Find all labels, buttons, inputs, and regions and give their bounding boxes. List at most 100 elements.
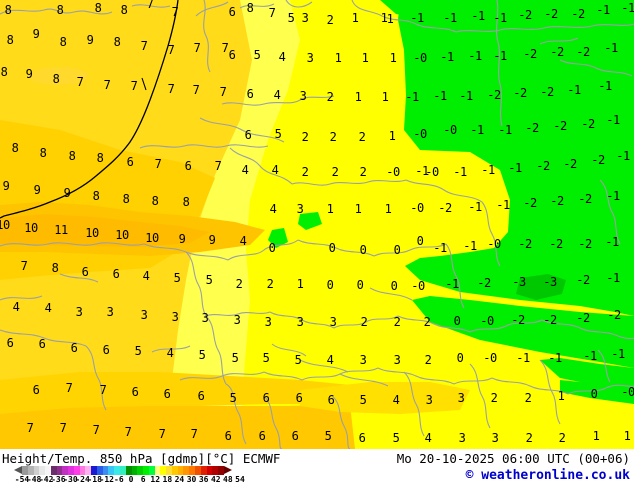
color-swatch (22, 466, 28, 475)
temperature-value: -1 (493, 11, 507, 25)
color-scale-tick: 36 (198, 475, 209, 484)
temperature-value: -2 (581, 117, 595, 131)
color-swatch (50, 466, 57, 475)
color-swatch (85, 466, 92, 475)
temperature-value: 2 (331, 165, 339, 179)
temperature-value: 2 (266, 277, 274, 291)
temperature-value: 1 (354, 90, 362, 104)
temperature-value: 8 (96, 151, 104, 165)
temperature-value: -1 (463, 239, 477, 253)
temperature-value: 11 (54, 223, 68, 237)
temperature-value: 6 (228, 48, 236, 62)
temperature-value: 6 (184, 159, 192, 173)
temperature-value: 6 (126, 155, 134, 169)
color-swatch (91, 466, 97, 475)
color-swatch (177, 466, 184, 475)
temperature-value: -1 (611, 347, 625, 361)
temperature-value: 4 (278, 50, 286, 64)
temperature-value: 6 (244, 128, 252, 142)
temperature-value: 6 (358, 431, 366, 445)
temperature-value: 8 (113, 35, 121, 49)
temperature-value: -2 (536, 159, 550, 173)
temperature-value: 7 (124, 425, 132, 439)
temperature-value: 1 (380, 11, 388, 25)
temperature-value: 10 (145, 231, 159, 245)
temperature-value: 6 (258, 429, 266, 443)
temperature-value: -2 (477, 276, 491, 290)
temperature-value: 8 (246, 1, 254, 15)
temperature-value: 6 (295, 391, 303, 405)
temperature-value: 9 (86, 33, 94, 47)
color-scale[interactable]: -54 -48 -42 -36 -30 -24 -18 -12 -6 0 6 12 18 24 30 36 42… (14, 466, 248, 486)
temperature-value: 1 (296, 277, 304, 291)
temperature-value: 5 (173, 271, 181, 285)
temperature-value: -1 (596, 3, 610, 17)
temperature-value: -1 (415, 164, 429, 178)
temperature-value: 4 (241, 163, 249, 177)
temperature-value: 3 (425, 393, 433, 407)
color-swatch (137, 466, 144, 475)
temperature-value: -1 (481, 163, 495, 177)
color-scale-tick: 54 (235, 475, 245, 484)
temperature-value: 4 (326, 353, 334, 367)
temperature-value: 3 (393, 353, 401, 367)
temperature-value: -2 (543, 313, 557, 327)
temperature-value: 6 (70, 341, 78, 355)
temperature-value: -2 (523, 196, 537, 210)
temperature-value: 0 (453, 314, 461, 328)
geopotential-contour (0, 0, 179, 219)
fill-warm-blob (28, 67, 88, 85)
color-swatch (56, 466, 63, 475)
temperature-value: 2 (301, 130, 309, 144)
temperature-value: -2 (550, 45, 564, 59)
temperature-value: -1 (583, 349, 597, 363)
temperature-value: 7 (154, 157, 162, 171)
color-scale-bar[interactable] (14, 466, 232, 475)
temperature-value: 2 (393, 315, 401, 329)
color-swatch (189, 466, 195, 475)
temperature-value: -1 (468, 200, 482, 214)
temperature-value: -0 (413, 51, 427, 65)
temperature-value: -1 (496, 198, 510, 212)
color-scale-tick: 6 (140, 475, 146, 484)
temperature-value: 3 (306, 51, 314, 65)
color-swatch (108, 466, 115, 475)
temperature-value: -3 (512, 275, 526, 289)
temperature-value: -1 (604, 41, 618, 55)
temperature-value: -0 (480, 314, 494, 328)
temperature-value: 1 (386, 12, 394, 26)
color-swatch (96, 466, 103, 475)
weather-map[interactable]: 8 8 8 8 7 7 6 8 7 5 3 2 1 1 1 -1 -1 -1 -1 -2 -2 -2 -1 -1 8 9 8 9 8 7 7… (0, 0, 634, 449)
temperature-value: -0 (483, 351, 497, 365)
temperature-value: 9 (2, 179, 10, 193)
temperature-value: 8 (120, 3, 128, 17)
color-swatch (160, 466, 167, 475)
temperature-value: -0 (411, 279, 425, 293)
temperature-value: -2 (576, 311, 590, 325)
temperature-value: 2 (301, 165, 309, 179)
temperature-value: 6 (32, 383, 40, 397)
temperature-value: 7 (219, 85, 227, 99)
temperature-value: 7 (130, 79, 138, 93)
temperature-value: 9 (32, 27, 40, 41)
temperature-value: 7 (146, 0, 154, 11)
temperature-value: 7 (65, 381, 73, 395)
temperature-value: 2 (525, 431, 533, 445)
temperature-value: 3 (301, 11, 309, 25)
temperature-value: 3 (299, 89, 307, 103)
temperature-value: -1 (440, 50, 454, 64)
temperature-value: 3 (296, 202, 304, 216)
temperature-value: -0 (487, 237, 501, 251)
temperature-value: 2 (329, 130, 337, 144)
temperature-value: 6 (6, 336, 14, 350)
color-swatch (143, 466, 149, 475)
temperature-value: -2 (563, 157, 577, 171)
temperature-value: -1 (606, 113, 620, 127)
temperature-value: -1 (459, 89, 473, 103)
temperature-value: 6 (262, 391, 270, 405)
color-swatch (206, 466, 213, 475)
temperature-value: 10 (24, 221, 38, 235)
contour-tick (141, 77, 147, 91)
temperature-value: 9 (208, 233, 216, 247)
temperature-value: 4 (142, 269, 150, 283)
